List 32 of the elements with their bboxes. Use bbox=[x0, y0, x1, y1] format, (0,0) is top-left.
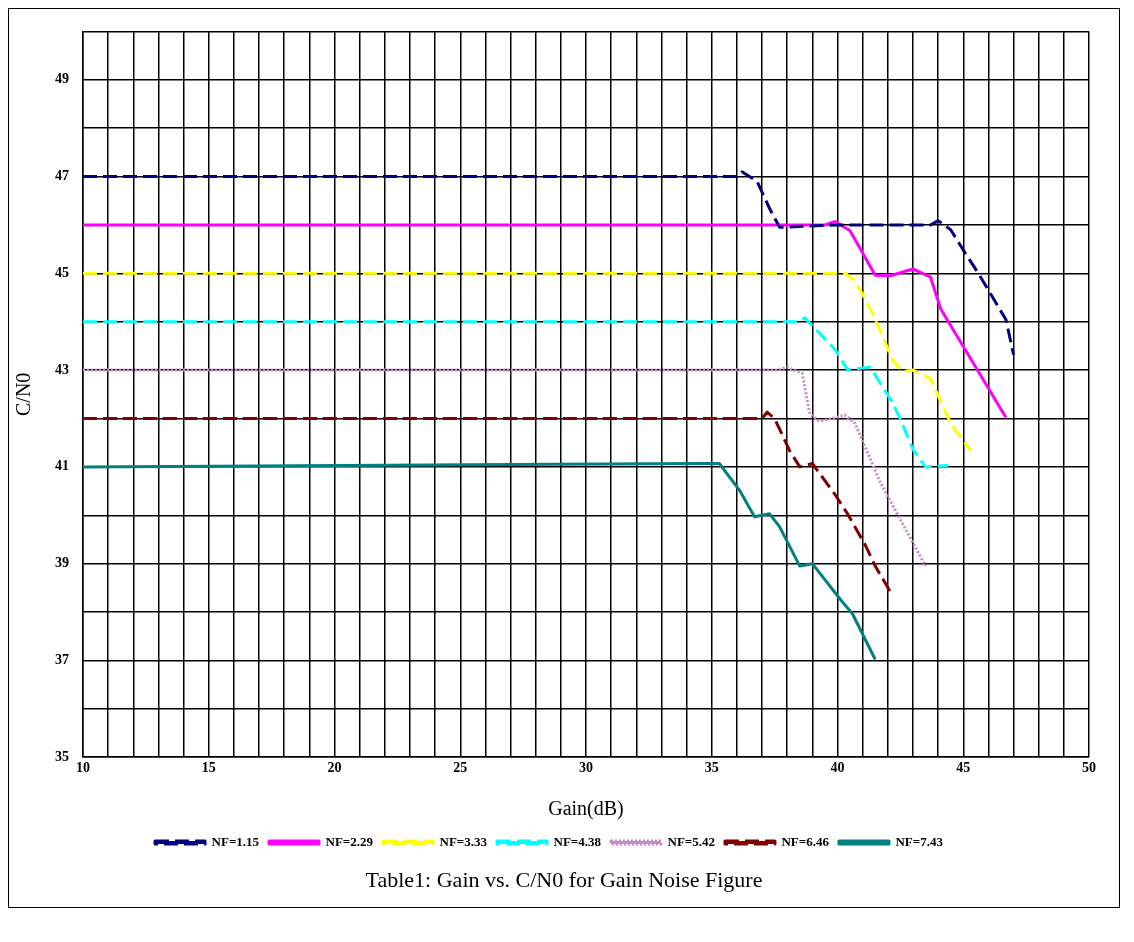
y-tick-label: 35 bbox=[55, 748, 69, 764]
x-tick-label: 30 bbox=[579, 760, 593, 776]
line-series bbox=[83, 410, 892, 594]
y-tick-label: 39 bbox=[55, 555, 69, 571]
y-tick-label: 41 bbox=[55, 458, 69, 474]
x-tick-label: 40 bbox=[830, 760, 845, 776]
x-axis-title: Gain(dB) bbox=[548, 797, 624, 821]
line-series bbox=[83, 170, 1016, 357]
legend-label: NF=2.29 bbox=[325, 833, 374, 849]
line-series bbox=[83, 271, 973, 453]
legend-label: NF=3.33 bbox=[439, 833, 488, 849]
legend-label: NF=7.43 bbox=[895, 833, 944, 849]
line-series bbox=[83, 365, 928, 568]
legend-label: NF=6.46 bbox=[781, 833, 830, 849]
y-tick-label: 49 bbox=[55, 71, 69, 87]
x-tick-label: 10 bbox=[76, 760, 90, 776]
x-tick-label: 25 bbox=[453, 760, 468, 776]
legend-label: NF=5.42 bbox=[667, 833, 715, 849]
y-tick-label: 45 bbox=[55, 264, 69, 280]
x-tick-label: 15 bbox=[201, 760, 216, 776]
text: Table1: Gain vs. C/N0 for Gain Noise Figure bbox=[364, 866, 764, 894]
y-tick-label: 47 bbox=[55, 168, 69, 184]
legend-label: NF=4.38 bbox=[553, 833, 602, 849]
line-series bbox=[83, 316, 950, 469]
x-tick-label: 20 bbox=[327, 760, 342, 776]
x-tick-label: 50 bbox=[1082, 760, 1096, 776]
y-tick-label: 43 bbox=[55, 361, 69, 377]
y-axis-title: C/N0 bbox=[12, 372, 35, 416]
legend-label: NF=1.15 bbox=[211, 833, 260, 849]
x-tick-label: 45 bbox=[956, 760, 971, 776]
x-tick-label: 35 bbox=[704, 760, 719, 776]
y-tick-label: 37 bbox=[55, 652, 69, 668]
